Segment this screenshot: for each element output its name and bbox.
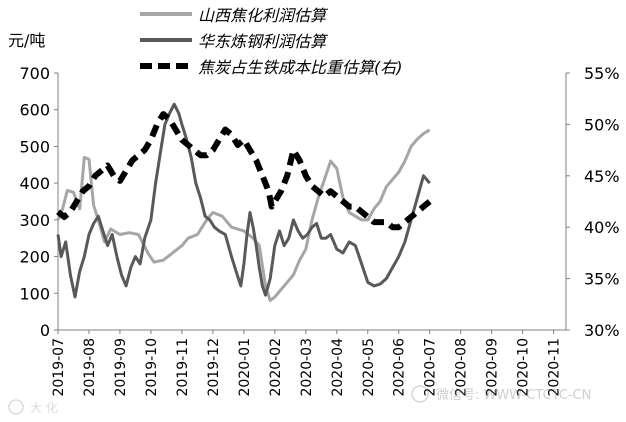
x-tick-label: 2020-10 — [516, 338, 532, 397]
watermark-left-text: 大 化 — [30, 401, 58, 415]
x-tick-label: 2020-01 — [237, 338, 253, 397]
x-tick-label: 2020-08 — [454, 338, 470, 397]
legend: 山西焦化利润估算 华东炼钢利润估算 焦炭占生铁成本比重估算(右) — [140, 6, 403, 77]
left-tick-label: 400 — [19, 174, 50, 193]
x-tick-label: 2020-05 — [361, 338, 377, 397]
left-tick-label: 700 — [19, 64, 50, 83]
left-tick-label: 200 — [19, 248, 50, 267]
x-tick-label: 2019-07 — [51, 338, 67, 397]
left-axis-ticks: 0 100 200 300 400 500 600 700 — [19, 64, 58, 340]
series-line-2 — [56, 111, 432, 231]
left-tick-label: 600 — [19, 101, 50, 120]
x-axis-ticks: 2019-07 2019-08 2019-09 2019-10 2019-11 2019-… — [51, 330, 563, 397]
x-tick-label: 2020-03 — [299, 338, 315, 397]
x-tick-label: 2020-07 — [423, 338, 439, 397]
axes — [57, 73, 567, 331]
legend-label-huadong: 华东炼钢利润估算 — [198, 32, 329, 51]
left-tick-label: 500 — [19, 137, 50, 156]
watermark-left: 大 化 — [8, 399, 58, 415]
watermark-right: 微信号: WWW-CTCTC-CN — [411, 385, 591, 403]
legend-label-coke-ratio: 焦炭占生铁成本比重估算(右) — [198, 58, 403, 77]
series-line-1 — [56, 102, 431, 299]
x-tick-label: 2019-10 — [144, 338, 160, 397]
left-tick-label: 100 — [19, 284, 50, 303]
x-tick-label: 2019-09 — [113, 338, 129, 397]
right-tick-label: 50% — [584, 115, 620, 134]
x-tick-label: 2019-12 — [206, 338, 222, 397]
legend-item-coke-ratio: 焦炭占生铁成本比重估算(右) — [140, 58, 403, 77]
right-tick-label: 45% — [584, 167, 620, 186]
left-tick-label: 0 — [40, 321, 50, 340]
x-tick-label: 2019-08 — [82, 338, 98, 397]
x-tick-label: 2020-06 — [392, 338, 408, 397]
wechat-icon — [411, 385, 429, 403]
legend-item-huadong: 华东炼钢利润估算 — [140, 32, 329, 51]
weibo-icon — [8, 399, 24, 415]
x-tick-label: 2020-09 — [485, 338, 501, 397]
left-axis-unit: 元/吨 — [8, 31, 45, 50]
left-tick-label: 300 — [19, 211, 50, 230]
right-axis-ticks: 30% 35% 40% 45% 50% 55% — [566, 64, 620, 340]
series-layer — [56, 102, 432, 303]
legend-label-shanxi: 山西焦化利润估算 — [198, 6, 329, 25]
x-tick-label: 2019-11 — [175, 338, 191, 397]
legend-item-shanxi: 山西焦化利润估算 — [140, 6, 329, 25]
right-tick-label: 40% — [584, 218, 620, 237]
right-tick-label: 35% — [584, 270, 620, 289]
watermark-right-text: 微信号: WWW-CTCTC-CN — [436, 388, 591, 403]
right-tick-label: 30% — [584, 321, 620, 340]
x-tick-label: 2020-11 — [547, 338, 563, 397]
x-tick-label: 2020-04 — [330, 338, 346, 397]
x-tick-label: 2020-02 — [268, 338, 284, 397]
right-tick-label: 55% — [584, 64, 620, 83]
